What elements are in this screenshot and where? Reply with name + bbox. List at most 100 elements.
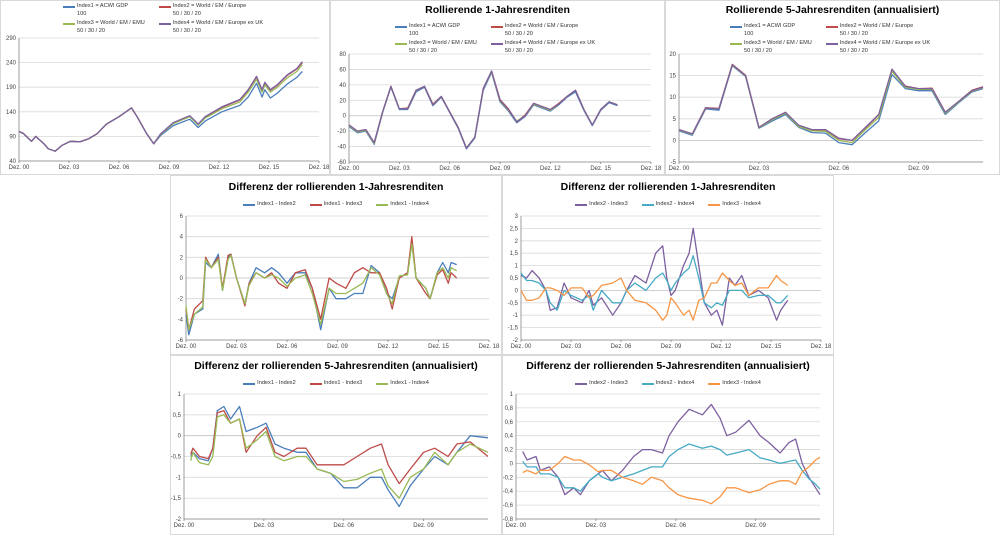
legend-label: Index1 - Index2 (257, 201, 296, 207)
chart-title: Rollierende 5-Jahresrenditen (annualisie… (725, 4, 940, 16)
y-tick-label: -2 (513, 338, 519, 344)
legend-swatch (63, 23, 75, 26)
series-line-2 (522, 443, 821, 492)
series-line-3 (18, 64, 303, 152)
series-line-2 (348, 70, 618, 149)
chart-title: Differenz der rollierenden 1-Jahresrendi… (228, 181, 444, 193)
y-tick-label: 190 (6, 85, 17, 91)
legend-item: Index4 = World / EM / Europe ex UK 50 / … (825, 40, 930, 55)
legend-item: Index1 = ACWI GDP 100 (63, 3, 145, 18)
y-tick-label: -1 (176, 475, 182, 481)
legend-item: Index2 = World / EM / Europe 50 / 30 / 2… (158, 3, 263, 18)
legend-label: Index1 - Index3 (323, 201, 363, 207)
legend-item: Index3 = World / EM / EMU 50 / 30 / 20 (63, 20, 145, 35)
legend-item: Index3 = World / EM / EMU 50 / 30 / 20 (730, 40, 812, 55)
legend-swatch (395, 43, 407, 46)
x-tick-label: Dez. 18 (479, 344, 500, 350)
x-tick-label: Dez. 18 (811, 344, 832, 350)
legend-label: Index2 - Index4 (655, 380, 695, 386)
series-line-3 (348, 71, 618, 149)
x-tick-label: Dez. 12 (209, 165, 230, 171)
legend-item: Index3 = World / EM / EMU 50 / 30 / 20 (395, 40, 477, 55)
y-tick-label: -5 (671, 160, 677, 166)
y-tick-label: -0,8 (503, 517, 514, 523)
y-tick-label: 290 (6, 36, 17, 42)
y-tick-label: 20 (669, 52, 676, 58)
legend-swatch (376, 204, 389, 206)
y-tick-label: 2,5 (510, 226, 519, 232)
chart-rolling-1y-returns: Rollierende 1-Jahresrenditen -60 -40 -20 0 2… (330, 0, 665, 175)
x-tick-label: Dez. 00 (339, 166, 360, 172)
legend-swatch (243, 383, 256, 385)
y-tick-label: -2 (176, 517, 182, 523)
y-tick-label: 90 (9, 134, 16, 140)
x-tick-label: Dez. 09 (413, 523, 434, 529)
x-tick-label: Dez. 03 (749, 166, 770, 172)
legend-item: Index2 = World / EM / Europe 50 / 30 / 2… (825, 23, 930, 38)
y-tick-label: -0,5 (508, 301, 519, 307)
chart-plot: -60 -40 -20 0 20 40 60 80 Dez. 00 Dez. 03 Dez. 06 D… (337, 52, 662, 172)
y-tick-label: -2 (178, 297, 184, 303)
legend-label: Index2 = World / EM / Europe 50 / 30 / 2… (839, 23, 914, 37)
legend-label: Index3 - Index4 (722, 380, 761, 386)
legend: Index2 - Index3 Index2 - Index4 Index3 - I… (503, 380, 833, 388)
y-tick-label: 0 (180, 276, 184, 282)
series-line-2 (520, 255, 789, 311)
x-tick-label: Dez. 00 (669, 166, 690, 172)
legend-item: Index1 - Index2 (243, 380, 296, 388)
x-tick-label: Dez. 15 (259, 165, 280, 171)
x-tick-label: Dez. 06 (828, 166, 849, 172)
legend-swatch (730, 43, 742, 46)
series-line-4 (18, 61, 303, 152)
chart-title: Differenz der rollierenden 5-Jahresrendi… (526, 360, 810, 372)
y-tick-label: 15 (669, 74, 676, 80)
chart-plot: -0,8 -0,6 -0,4 -0,2 0 0,2 0,4 0,6 0,8 1 Dez. 00 Dez… (503, 392, 821, 529)
legend-item: Index1 = ACWI GDP 100 (730, 23, 812, 38)
x-tick-label: Dez. 15 (761, 344, 782, 350)
y-tick-label: -0,2 (503, 475, 514, 481)
y-tick-label: 1 (515, 264, 519, 270)
y-tick-label: 1 (510, 392, 514, 398)
legend-label: Index1 - Index4 (390, 201, 429, 207)
y-tick-label: -6 (178, 338, 184, 344)
y-tick-label: 0 (178, 434, 182, 440)
series-line-1 (348, 71, 618, 150)
y-tick-label: 6 (180, 214, 184, 220)
legend: Index2 - Index3 Index2 - Index4 Index3 - I… (503, 201, 833, 209)
legend: Index1 - Index2 Index1 - Index3 Index1 - I… (171, 380, 501, 388)
legend-item: Index1 - Index4 (376, 201, 429, 209)
y-tick-label: 0 (515, 288, 519, 294)
series-line-2 (18, 62, 303, 152)
legend-label: Index1 = ACWI GDP 100 (77, 3, 129, 17)
chart-plot: -2 -1,5 -1 -0,5 0 0,5 1 Dez. 00 Dez. 03 Dez. 06 De… (171, 392, 489, 529)
series-line-1 (522, 403, 821, 496)
legend-label: Index1 = ACWI GDP 100 (409, 23, 461, 37)
series-line-4 (348, 70, 618, 149)
legend-swatch (490, 26, 503, 28)
legend-label: Index3 = World / EM / EMU 50 / 30 / 20 (77, 20, 145, 34)
y-tick-label: -0,5 (171, 455, 182, 461)
legend-swatch (708, 383, 721, 385)
legend-swatch (395, 26, 407, 28)
chart-title: Differenz der rollierenden 5-Jahresrendi… (194, 360, 478, 372)
y-tick-label: 0,2 (505, 448, 514, 454)
y-tick-label: 1,5 (510, 251, 519, 257)
chart-plot: -6 -4 -2 0 2 4 6 Dez. 00 Dez. 03 Dez. 06 Dez. 09 De… (176, 214, 500, 350)
y-tick-label: 0 (673, 138, 677, 144)
series-line-3 (520, 272, 789, 321)
series-line-1 (520, 227, 789, 326)
chart-index-levels: 40 90 140 190 240 290 Dez. 00 Dez. 03 Dez. 06 Dez… (0, 0, 330, 175)
chart-plot: -5 0 5 10 15 20 Dez. 00 Dez. 03 Dez. 06 Dez. 09 (669, 52, 984, 172)
legend-label: Index3 = World / EM / EMU 50 / 30 / 20 (409, 40, 477, 54)
y-tick-label: 20 (339, 98, 346, 104)
x-tick-label: Dez. 15 (428, 344, 449, 350)
chart-title: Rollierende 1-Jahresrenditen (425, 4, 570, 16)
legend-swatch (158, 6, 171, 8)
y-tick-label: 1 (178, 392, 182, 398)
y-tick-label: -40 (337, 145, 346, 151)
legend-label: Index2 - Index3 (589, 380, 628, 386)
legend-item: Index2 - Index4 (641, 380, 695, 388)
legend-swatch (490, 43, 503, 46)
x-tick-label: Dez. 03 (59, 165, 80, 171)
series-line-3 (678, 64, 984, 144)
